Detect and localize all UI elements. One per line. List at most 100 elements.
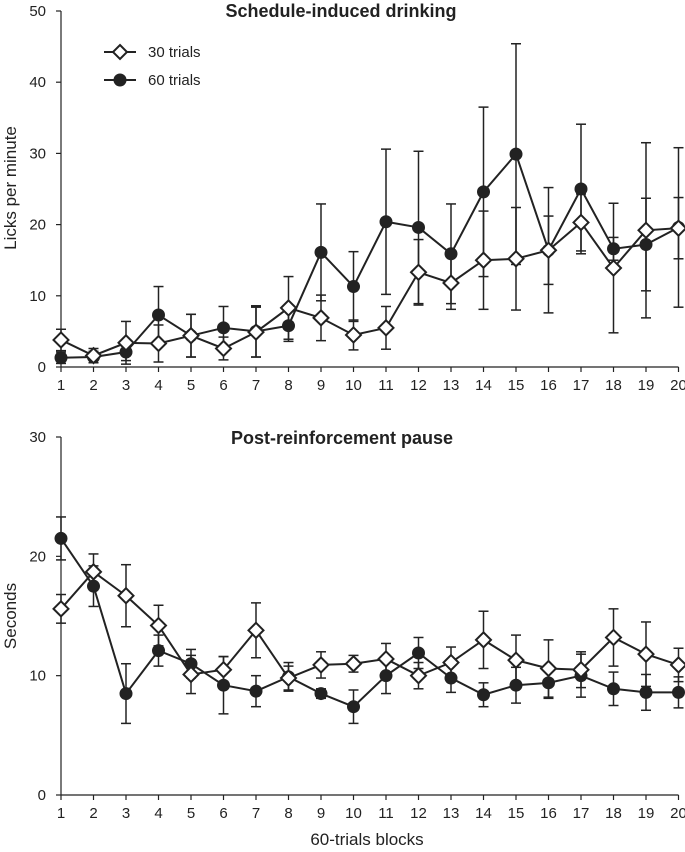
y-axis-title: Licks per minute [1,126,20,250]
y-tick-label: 10 [29,668,46,685]
data-point-30-trials [539,659,558,678]
x-tick-label: 9 [317,805,325,822]
x-tick-label: 4 [154,377,162,394]
data-point-30-trials [669,656,685,674]
data-point-30-trials [507,249,525,268]
x-tick-label: 13 [443,377,460,394]
panel-post-reinforcement-pause: Post-reinforcement pause Seconds 60-tria… [1,428,685,849]
x-tick-label: 3 [122,805,130,822]
y-tick-label: 30 [29,429,46,446]
data-point-30-trials [344,654,363,673]
panel-title: Schedule-induced drinking [225,1,456,21]
x-tick-label: 6 [219,377,227,394]
y-tick-label: 40 [29,74,46,91]
data-point-60-trials [379,669,393,683]
data-point-60-trials [574,182,588,196]
x-tick-label: 18 [605,377,622,394]
data-point-30-trials [474,251,493,270]
data-point-60-trials [412,646,425,660]
data-point-30-trials [572,213,590,232]
data-point-60-trials [54,531,68,545]
data-point-60-trials [217,321,230,335]
data-point-60-trials [509,678,523,692]
x-tick-label: 2 [89,377,97,394]
x-tick-label: 16 [540,377,557,394]
x-tick-label: 18 [605,805,622,822]
x-tick-label: 5 [187,805,195,822]
data-point-30-trials [182,326,200,345]
legend-label-60-trials: 60 trials [148,72,201,89]
data-point-60-trials [282,319,295,333]
x-tick-label: 8 [284,377,292,394]
data-point-30-trials [442,274,460,292]
data-point-30-trials [377,318,395,337]
y-tick-label: 30 [29,145,46,162]
data-point-30-trials [442,653,460,672]
legend: 30 trials 60 trials [104,43,201,89]
data-point-60-trials [477,688,490,702]
data-point-60-trials [672,685,685,699]
data-point-60-trials [152,308,165,322]
data-point-30-trials [279,669,298,687]
data-point-60-trials [314,245,328,259]
y-tick-label: 20 [29,217,46,234]
panel-title: Post-reinforcement pause [231,428,453,448]
x-tick-label: 20 [670,377,685,394]
data-point-30-trials [84,562,103,581]
data-point-60-trials [412,220,425,234]
data-point-60-trials [607,682,620,696]
data-point-60-trials [152,644,165,658]
data-point-30-trials [409,263,428,282]
data-point-30-trials [149,616,168,635]
data-point-30-trials [604,628,623,647]
x-tick-label: 16 [540,805,557,822]
y-tick-label: 20 [29,548,46,565]
x-tick-label: 12 [410,377,427,394]
data-point-30-trials [149,334,168,353]
data-point-60-trials [87,579,100,593]
data-point-60-trials [249,684,263,698]
data-point-60-trials [639,685,653,699]
x-tick-label: 14 [475,805,492,822]
data-point-30-trials [247,621,265,640]
y-axis-title: Seconds [1,583,20,649]
x-tick-label: 1 [57,377,65,394]
x-tick-label: 14 [475,377,492,394]
data-point-30-trials [474,630,493,649]
data-point-60-trials [509,147,523,161]
x-tick-label: 4 [154,805,162,822]
data-point-60-trials [119,345,133,359]
data-point-30-trials [312,656,330,674]
data-point-30-trials [52,331,70,349]
y-tick-label: 0 [38,359,46,376]
series-line-30-trials [60,220,679,357]
data-point-30-trials [539,241,558,260]
y-tick-label: 0 [38,787,46,804]
x-tick-label: 10 [345,377,362,394]
data-point-60-trials [542,676,555,690]
data-point-30-trials [279,298,298,317]
x-tick-label: 7 [252,377,260,394]
data-point-60-trials [314,687,328,701]
data-point-60-trials [607,242,620,256]
data-point-30-trials [84,346,103,365]
x-tick-label: 9 [317,377,325,394]
data-point-30-trials [507,651,525,670]
data-point-30-trials [572,660,590,679]
data-point-60-trials [347,280,360,294]
data-point-30-trials [637,645,655,664]
legend-marker-30-trials [111,43,129,61]
data-point-60-trials [347,700,360,714]
x-tick-label: 17 [573,805,590,822]
y-tick-label: 10 [29,288,46,305]
data-point-60-trials [119,687,133,701]
data-point-60-trials [217,678,230,692]
data-point-30-trials [52,599,70,618]
data-point-30-trials [214,660,233,679]
data-point-30-trials [409,666,428,685]
x-tick-label: 11 [378,805,394,822]
x-tick-label: 1 [57,805,65,822]
data-point-60-trials [379,215,393,229]
data-point-30-trials [117,333,135,352]
x-tick-label: 19 [638,805,655,822]
